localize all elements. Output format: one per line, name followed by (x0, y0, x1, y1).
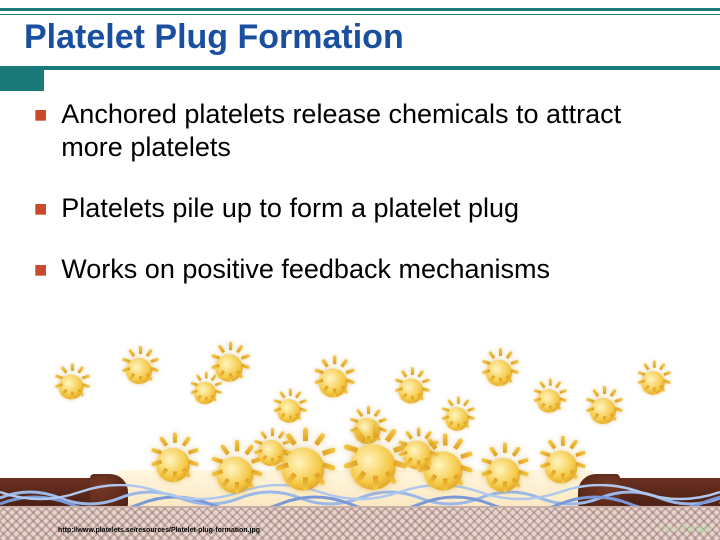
platelet-icon (258, 440, 284, 466)
platelet-icon (590, 398, 616, 424)
platelet-icon (545, 451, 578, 484)
basement-membrane (0, 506, 720, 540)
author-watermark: Lura Farago (658, 522, 712, 534)
left-accent-block (0, 67, 44, 91)
bullet-item: ■ Works on positive feedback mechanisms (34, 253, 686, 286)
bullet-marker-icon: ■ (34, 98, 47, 164)
platelet-illustration (0, 355, 720, 540)
platelet-icon (399, 379, 424, 404)
top-rule-thin (0, 14, 720, 15)
platelet-icon (59, 375, 84, 400)
bullet-item: ■ Platelets pile up to form a platelet p… (34, 192, 686, 225)
title-underline (0, 66, 720, 70)
slide-title: Platelet Plug Formation (24, 18, 404, 57)
bullet-text: Works on positive feedback mechanisms (61, 253, 550, 286)
platelet-icon (641, 371, 664, 394)
bullet-marker-icon: ■ (34, 192, 47, 225)
platelet-icon (350, 444, 396, 490)
bullet-marker-icon: ■ (34, 253, 47, 286)
platelet-icon (537, 389, 560, 412)
platelet-icon (445, 407, 468, 430)
bullet-text: Anchored platelets release chemicals to … (61, 98, 686, 164)
platelet-icon (403, 441, 432, 470)
platelet-icon (486, 360, 512, 386)
image-citation: http://www.platelets.se/resources/Platel… (58, 527, 260, 534)
platelet-icon (215, 354, 242, 381)
platelet-icon (486, 458, 520, 492)
platelet-icon (277, 399, 300, 422)
platelet-icon (319, 369, 348, 398)
bullet-item: ■ Anchored platelets release chemicals t… (34, 98, 686, 164)
platelet-icon (217, 457, 253, 493)
bullet-list: ■ Anchored platelets release chemicals t… (34, 98, 686, 314)
platelet-icon (156, 448, 190, 482)
bullet-text: Platelets pile up to form a platelet plu… (61, 192, 519, 225)
top-rule-thick (0, 8, 720, 11)
platelet-icon (126, 358, 152, 384)
